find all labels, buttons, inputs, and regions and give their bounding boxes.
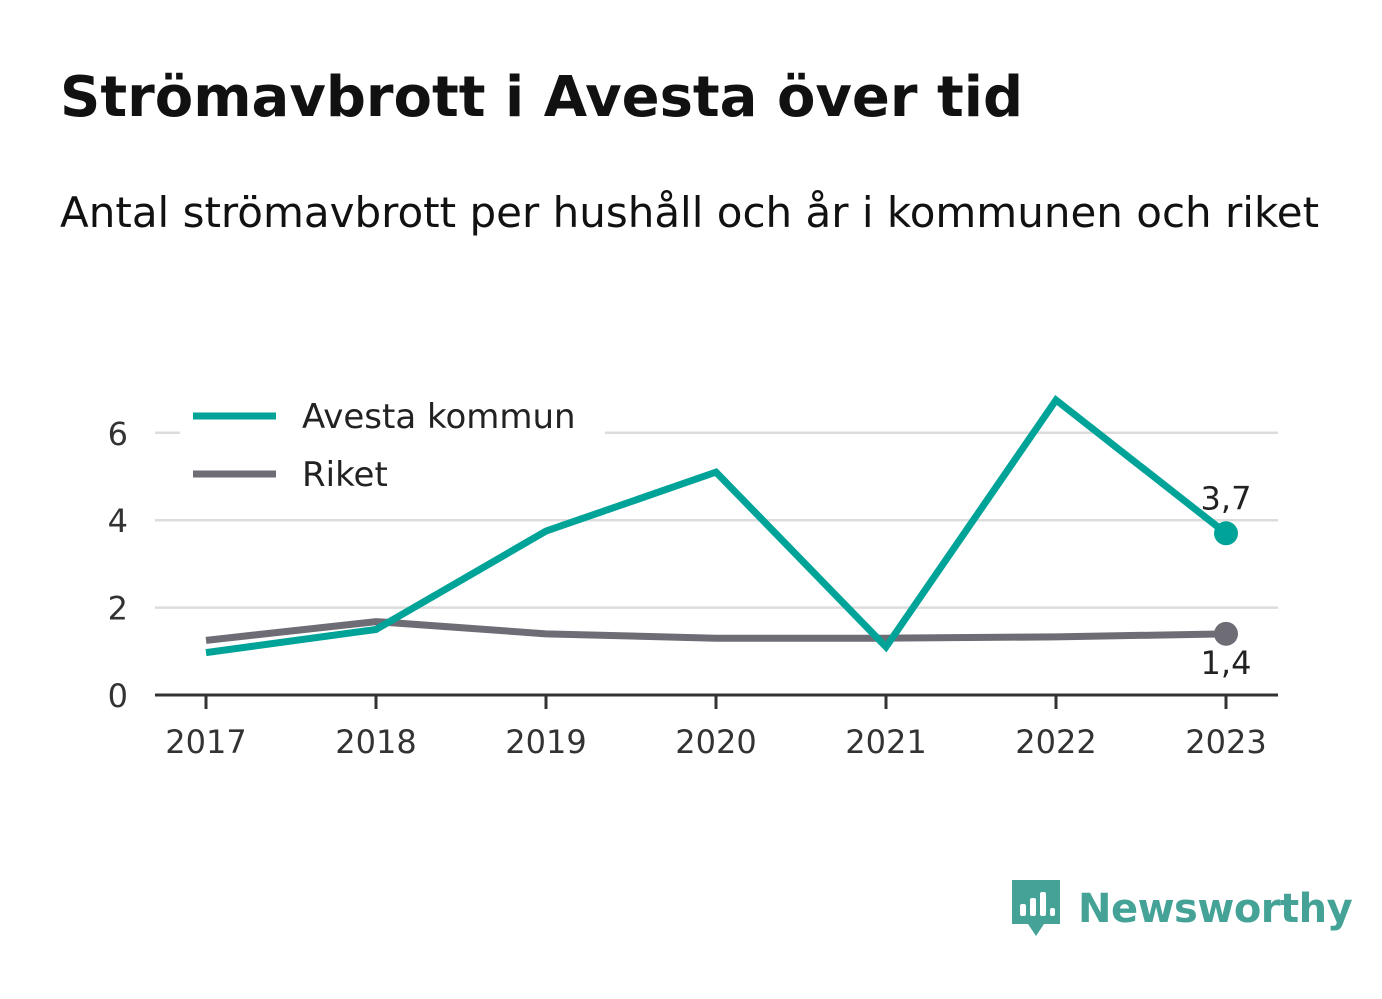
legend-label: Avesta kommun xyxy=(302,397,576,437)
series-line-avesta-kommun xyxy=(205,394,1229,657)
legend: Avesta kommun Riket xyxy=(180,395,605,505)
x-tick-label: 2019 xyxy=(505,723,586,761)
y-tick-label: 0 xyxy=(108,677,128,715)
y-tick-label: 6 xyxy=(108,415,128,453)
chart-subtitle: Antal strömavbrott per hushåll och år i … xyxy=(60,188,1320,237)
brand-logo: Newsworthy xyxy=(1010,877,1353,941)
series-end-point xyxy=(1214,521,1238,546)
brand-name: Newsworthy xyxy=(1078,886,1353,932)
x-tick-label: 2018 xyxy=(335,723,416,761)
y-tick-label: 2 xyxy=(108,590,128,628)
legend-label: Riket xyxy=(302,455,388,495)
chart-title: Strömavbrott i Avesta över tid xyxy=(60,65,1024,130)
newsworthy-logo-icon xyxy=(1012,880,1060,936)
x-tick-label: 2022 xyxy=(1015,723,1096,761)
x-tick-label: 2020 xyxy=(675,723,756,761)
series-line-riket xyxy=(205,618,1227,644)
value-labels: 3,7 1,4 xyxy=(1201,479,1252,682)
y-tick-label: 4 xyxy=(108,502,128,540)
value-label-riket: 1,4 xyxy=(1201,644,1252,682)
value-label-avesta: 3,7 xyxy=(1201,479,1252,517)
series-lines xyxy=(205,394,1238,657)
x-tick-label: 2021 xyxy=(845,723,926,761)
x-tick-label: 2017 xyxy=(165,723,246,761)
series-end-point xyxy=(1214,621,1238,646)
y-axis: 0 2 4 6 xyxy=(108,415,128,715)
x-tick-label: 2023 xyxy=(1185,723,1266,761)
x-axis: 2017 2018 2019 2020 2021 2022 2023 xyxy=(155,693,1278,761)
